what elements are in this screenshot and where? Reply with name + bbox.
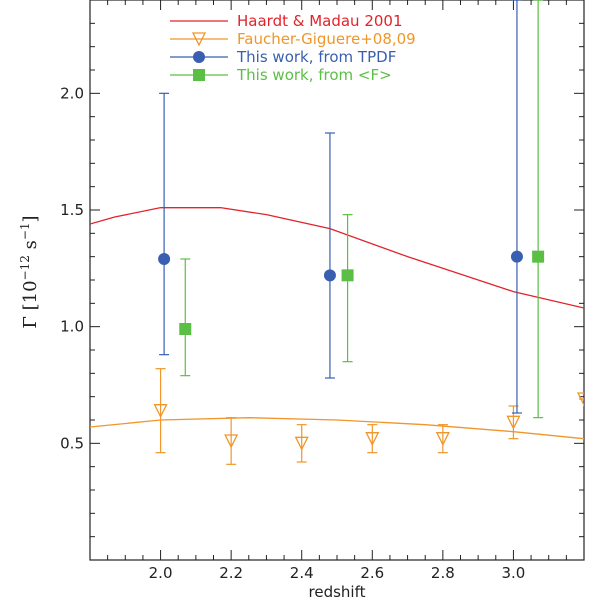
series-group	[158, 0, 523, 414]
data-point	[294, 436, 309, 451]
axis-ticks	[89, 0, 585, 560]
x-tick-label: 3.0	[501, 564, 525, 582]
data-point	[341, 269, 354, 282]
data-point	[365, 432, 380, 447]
data-point	[435, 432, 450, 447]
series-group	[179, 0, 545, 419]
data-point	[506, 415, 521, 430]
data-point	[532, 250, 545, 263]
y-tick-label: 2.0	[60, 84, 84, 102]
y-tick-label: 1.0	[60, 318, 84, 336]
data-point	[153, 404, 168, 419]
data-point	[179, 323, 192, 335]
legend-entry: Haardt & Madau 2001	[170, 12, 403, 30]
x-axis-label: redshift	[309, 583, 366, 601]
legend-marker	[193, 69, 205, 81]
legend-entry: Faucher-Giguere+08,09	[170, 30, 416, 48]
legend-label: Faucher-Giguere+08,09	[237, 30, 416, 48]
data-point	[510, 250, 523, 263]
legend-label: Haardt & Madau 2001	[237, 12, 403, 30]
x-tick-label: 2.8	[431, 564, 455, 582]
y-tick-label: 0.5	[60, 434, 84, 452]
x-tick-label: 2.2	[219, 564, 243, 582]
legend-entry: This work, from TPDF	[170, 48, 396, 66]
x-tick-label: 2.6	[360, 564, 384, 582]
y-axis-label-exp2: −1	[18, 222, 32, 240]
y-tick-label: 1.5	[60, 201, 84, 219]
y-axis-label-gamma: Γ [10	[20, 280, 41, 328]
series-group	[153, 368, 584, 465]
legend-marker	[191, 32, 207, 47]
data-point	[323, 269, 336, 282]
series-layer	[90, 0, 584, 465]
legend-entry: This work, from <F>	[170, 66, 392, 84]
data-point	[576, 392, 584, 407]
legend-label: This work, from TPDF	[236, 48, 396, 66]
data-point	[158, 253, 171, 265]
y-tick-labels: 0.5 1.0 1.5 2.0	[60, 84, 84, 452]
x-tick-labels: 2.0 2.2 2.4 2.6 2.8 3.0	[149, 564, 526, 582]
x-tick-label: 2.0	[149, 564, 173, 582]
data-point	[224, 434, 239, 449]
x-tick-label: 2.4	[290, 564, 314, 582]
legend-marker	[193, 51, 205, 63]
legend: Haardt & Madau 2001Faucher-Giguere+08,09…	[170, 12, 416, 84]
legend-label: This work, from <F>	[236, 66, 392, 84]
y-axis-label: Γ [10−12 s−1]	[18, 215, 41, 328]
series-group	[90, 207, 584, 309]
y-axis-label-close: ]	[20, 215, 41, 222]
series-line	[90, 207, 584, 309]
y-axis-label-exp: −12	[18, 255, 32, 280]
y-axis-label-unit: s	[20, 240, 41, 255]
